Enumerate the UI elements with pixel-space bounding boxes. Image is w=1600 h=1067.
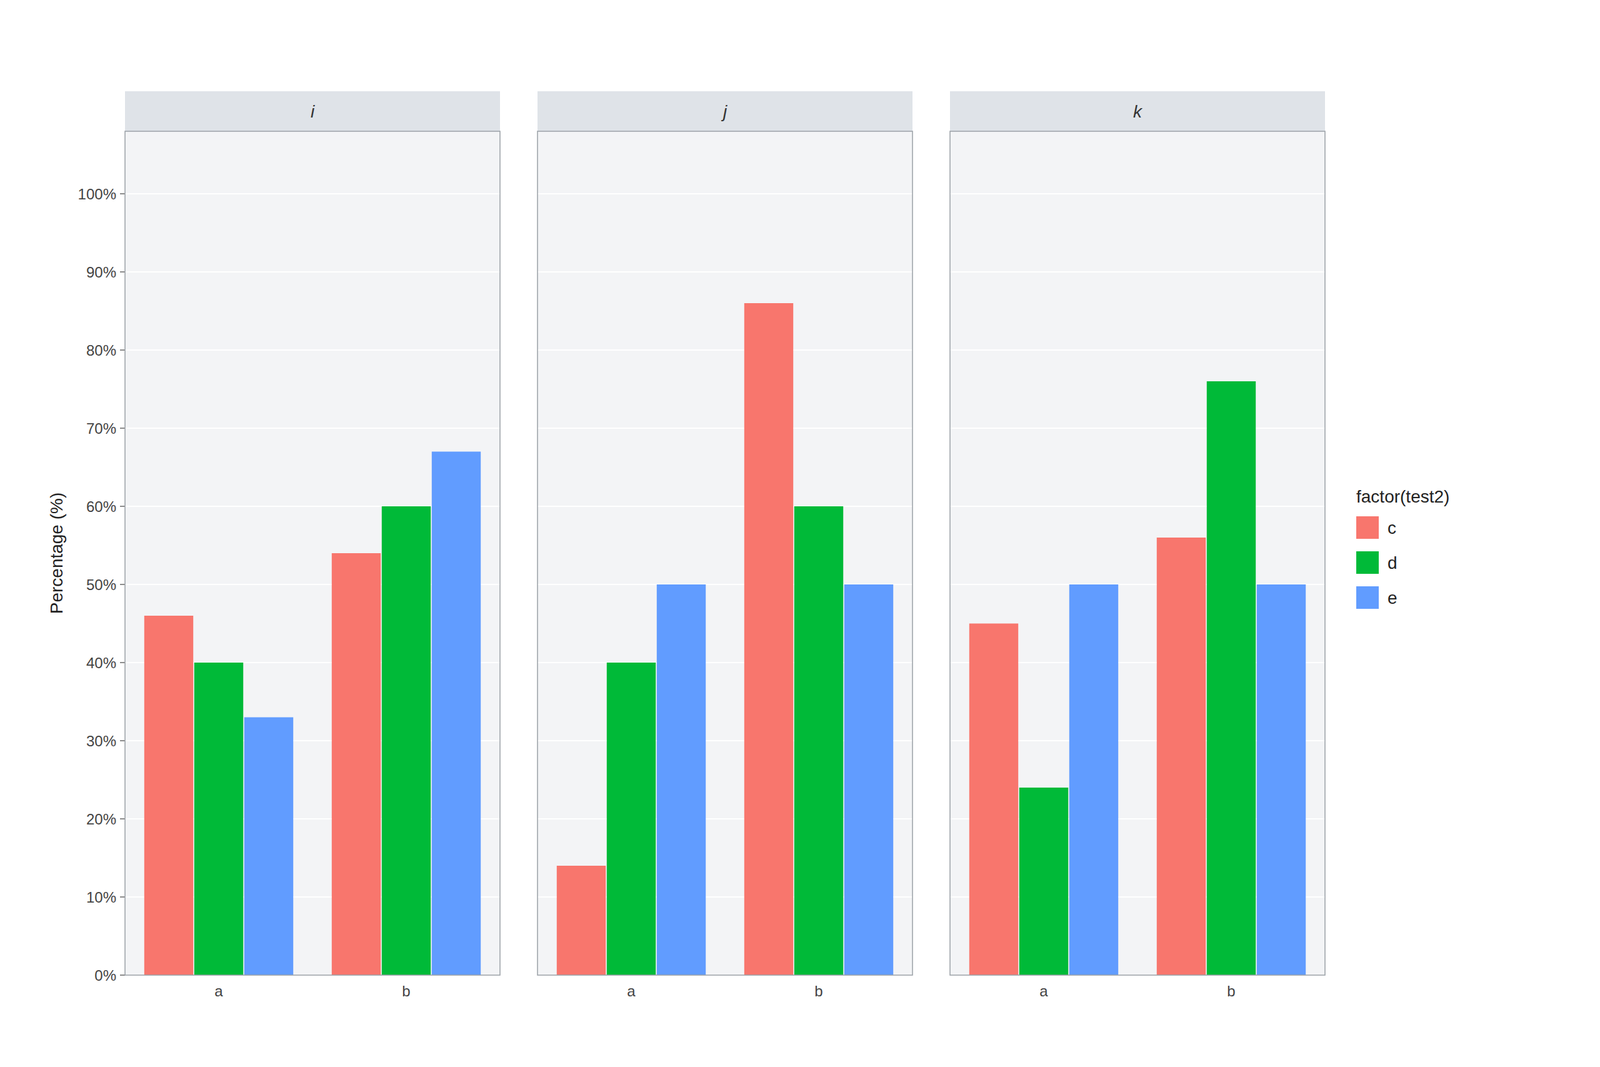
- x-tick-label: a: [214, 982, 224, 1000]
- y-tick-label: 80%: [86, 341, 117, 359]
- bar: [244, 717, 294, 976]
- grid-line: [537, 349, 913, 351]
- bar: [1019, 787, 1069, 975]
- bar: [556, 865, 606, 975]
- grid-line: [537, 505, 913, 507]
- grid-line: [537, 427, 913, 429]
- y-tick: [120, 427, 125, 429]
- bar: [431, 451, 481, 976]
- x-tick-label: b: [401, 982, 410, 1000]
- y-tick-label: 0%: [94, 966, 117, 984]
- bar: [1256, 584, 1306, 975]
- y-tick: [120, 193, 125, 195]
- bar: [969, 623, 1019, 976]
- facet-title: k: [1133, 101, 1144, 122]
- grid-line: [125, 427, 500, 429]
- y-tick: [120, 271, 125, 273]
- x-tick-label: a: [1039, 982, 1049, 1000]
- bar: [794, 506, 844, 975]
- plot-frame: [537, 131, 913, 975]
- y-tick: [120, 818, 125, 820]
- grid-line: [950, 349, 1325, 351]
- grid-line: [125, 193, 500, 195]
- bar: [656, 584, 706, 975]
- y-tick-label: 20%: [86, 810, 117, 828]
- y-tick-label: 40%: [86, 654, 117, 672]
- legend-swatch: [1356, 586, 1379, 609]
- legend-label: e: [1387, 588, 1398, 608]
- panel: j a b: [537, 91, 913, 1000]
- grid-line: [125, 271, 500, 273]
- bar: [1156, 537, 1206, 975]
- plot-background: [950, 131, 1325, 975]
- y-tick: [120, 661, 125, 664]
- grid-line: [950, 505, 1325, 507]
- bar: [331, 553, 381, 975]
- y-tick-label: 70%: [86, 420, 117, 437]
- legend-swatch: [1356, 551, 1379, 574]
- plot-frame: [950, 131, 1325, 975]
- y-tick-label: 60%: [86, 498, 117, 515]
- grid-line: [537, 271, 913, 273]
- legend: factor(test2) cde: [1356, 486, 1450, 610]
- bars: [144, 451, 481, 976]
- grid-line: [950, 271, 1325, 273]
- grid-line: [950, 193, 1325, 195]
- y-axis-label: Percentage (%): [46, 492, 67, 615]
- bars: [556, 303, 894, 975]
- y-tick: [120, 974, 125, 976]
- grid-line: [950, 427, 1325, 429]
- plot-background: [125, 131, 500, 975]
- bar: [381, 506, 431, 975]
- facet-title: j: [720, 101, 728, 122]
- bar: [144, 615, 194, 975]
- plot-background: [537, 131, 913, 975]
- bar: [1069, 584, 1119, 975]
- bar: [606, 662, 656, 975]
- y-tick: [120, 896, 125, 898]
- bars: [969, 381, 1306, 975]
- bar: [844, 584, 894, 975]
- facet-header: [950, 91, 1325, 132]
- facet-header: [537, 91, 913, 132]
- y-tick-label: 90%: [86, 263, 117, 281]
- facet-title: i: [310, 101, 315, 122]
- y-tick-label: 50%: [86, 576, 117, 594]
- y-tick: [120, 740, 125, 742]
- chart-root: i 0% 10% 20% 30% 40% 50% 60% 70% 80% 90% 100% a b Perc…: [0, 0, 1600, 1067]
- legend-swatch: [1356, 516, 1379, 539]
- y-tick-label: 100%: [78, 185, 117, 203]
- legend-label: d: [1387, 553, 1398, 573]
- bar: [744, 303, 794, 975]
- bar: [194, 662, 244, 975]
- panel: k a b: [950, 91, 1325, 1000]
- x-tick-label: b: [814, 982, 823, 1000]
- y-tick-label: 10%: [86, 888, 117, 906]
- y-tick: [120, 505, 125, 507]
- legend-title: factor(test2): [1356, 486, 1450, 507]
- legend-label: c: [1387, 518, 1397, 538]
- y-tick-label: 30%: [86, 732, 117, 750]
- plot-frame: [125, 131, 500, 975]
- panel: i 0% 10% 20% 30% 40% 50% 60% 70% 80% 90% 100% a b Perc…: [46, 91, 501, 1000]
- x-tick-label: a: [626, 982, 636, 1000]
- grid-line: [537, 193, 913, 195]
- grid-line: [125, 349, 500, 351]
- facet-header: [125, 91, 500, 132]
- y-tick: [120, 349, 125, 351]
- x-tick-label: b: [1226, 982, 1235, 1000]
- bar: [1206, 381, 1256, 975]
- y-tick: [120, 583, 125, 585]
